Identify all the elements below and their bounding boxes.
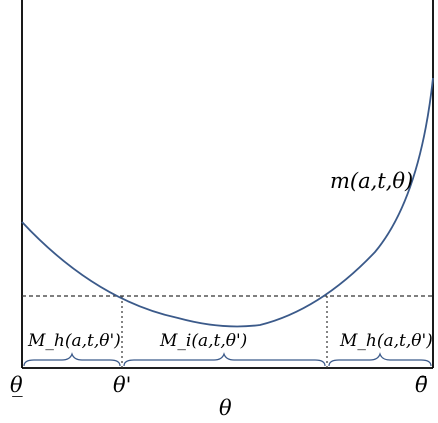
tick-label-lower-bound: θ̲ [10, 373, 23, 397]
brace-middle [123, 352, 326, 367]
region-label-right: M_h(a,t,θ') [339, 331, 433, 351]
region-label-middle: M_i(a,t,θ') [159, 331, 247, 351]
brace-left [23, 352, 121, 367]
tick-label-split: θ' [113, 373, 131, 397]
axis-variable-label: θ [219, 396, 232, 420]
region-label-left: M_h(a,t,θ') [27, 331, 121, 351]
value-curve [21, 77, 434, 328]
brace-right [328, 352, 432, 367]
curve-label: m(a,t,θ) [330, 169, 413, 193]
tick-label-upper-bound: θ̄ [415, 373, 428, 397]
